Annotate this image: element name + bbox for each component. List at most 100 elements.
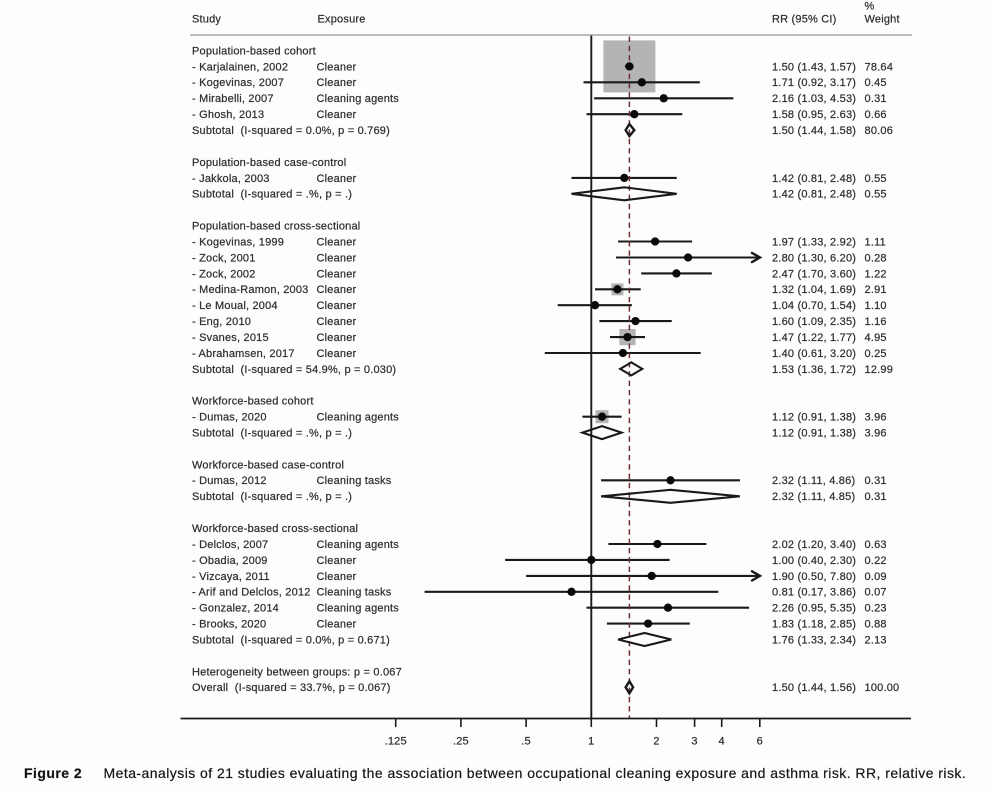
svg-text:1.83 (1.18, 2.85): 1.83 (1.18, 2.85) xyxy=(772,619,856,631)
svg-text:1.97 (1.33, 2.92): 1.97 (1.33, 2.92) xyxy=(772,236,856,248)
svg-text:0.28: 0.28 xyxy=(865,252,887,264)
svg-text:1.12 (0.91, 1.38): 1.12 (0.91, 1.38) xyxy=(772,428,856,440)
svg-text:Subtotal (I-squared = 0.0%, p: Subtotal (I-squared = 0.0%, p = 0.671) xyxy=(192,634,390,646)
svg-text:100.00: 100.00 xyxy=(865,682,900,694)
svg-text:0.31: 0.31 xyxy=(865,93,887,105)
svg-text:2.47 (1.70, 3.60): 2.47 (1.70, 3.60) xyxy=(772,268,856,280)
svg-text:Cleaning tasks: Cleaning tasks xyxy=(317,587,392,599)
svg-text:- Le Moual, 2004: - Le Moual, 2004 xyxy=(192,300,278,312)
svg-text:Overall (I-squared = 33.7%, p: Overall (I-squared = 33.7%, p = 0.067) xyxy=(192,682,391,694)
svg-text:Subtotal (I-squared = .%, p =: Subtotal (I-squared = .%, p = .) xyxy=(192,428,352,440)
svg-text:1.50 (1.44, 1.56): 1.50 (1.44, 1.56) xyxy=(772,682,856,694)
svg-text:1.10: 1.10 xyxy=(865,300,887,312)
svg-text:0.55: 0.55 xyxy=(865,173,887,185)
svg-text:0.25: 0.25 xyxy=(865,348,887,360)
svg-text:4.95: 4.95 xyxy=(865,332,887,344)
svg-text:- Kogevinas, 1999: - Kogevinas, 1999 xyxy=(192,236,284,248)
svg-text:4: 4 xyxy=(719,736,725,748)
svg-text:Cleaner: Cleaner xyxy=(317,571,357,583)
svg-text:2.80 (1.30, 6.20): 2.80 (1.30, 6.20) xyxy=(772,252,856,264)
svg-text:Cleaner: Cleaner xyxy=(317,268,357,280)
svg-text:2.32 (1.11, 4.86): 2.32 (1.11, 4.86) xyxy=(772,475,855,487)
svg-text:6: 6 xyxy=(757,736,763,748)
svg-text:0.22: 0.22 xyxy=(865,555,887,567)
svg-text:- Abrahamsen, 2017: - Abrahamsen, 2017 xyxy=(192,348,295,360)
svg-text:Subtotal (I-squared = .%, p =: Subtotal (I-squared = .%, p = .) xyxy=(192,189,352,201)
svg-text:- Brooks, 2020: - Brooks, 2020 xyxy=(192,619,266,631)
svg-text:1.60 (1.09, 2.35): 1.60 (1.09, 2.35) xyxy=(772,316,856,328)
svg-text:1.40 (0.61, 3.20): 1.40 (0.61, 3.20) xyxy=(772,348,856,360)
svg-text:- Arif and Delclos, 2012: - Arif and Delclos, 2012 xyxy=(192,587,311,599)
svg-text:1.42 (0.81, 2.48): 1.42 (0.81, 2.48) xyxy=(772,173,856,185)
svg-text:1.00 (0.40, 2.30): 1.00 (0.40, 2.30) xyxy=(772,555,856,567)
svg-text:Cleaner: Cleaner xyxy=(317,77,357,89)
svg-text:1.90 (0.50, 7.80): 1.90 (0.50, 7.80) xyxy=(772,571,856,583)
svg-text:78.64: 78.64 xyxy=(865,61,894,73)
svg-text:.25: .25 xyxy=(453,736,469,748)
svg-text:0.31: 0.31 xyxy=(865,491,887,503)
svg-text:Cleaner: Cleaner xyxy=(317,173,357,185)
svg-text:0.09: 0.09 xyxy=(865,571,887,583)
svg-text:1.53 (1.36, 1.72): 1.53 (1.36, 1.72) xyxy=(772,364,856,376)
svg-text:2.32 (1.11, 4.85): 2.32 (1.11, 4.85) xyxy=(772,491,855,503)
svg-text:- Kogevinas, 2007: - Kogevinas, 2007 xyxy=(192,77,284,89)
svg-text:12.99: 12.99 xyxy=(865,364,894,376)
svg-text:Subtotal (I-squared = 0.0%, p: Subtotal (I-squared = 0.0%, p = 0.769) xyxy=(192,125,390,137)
svg-text:3: 3 xyxy=(691,736,697,748)
svg-text:1.47 (1.22, 1.77): 1.47 (1.22, 1.77) xyxy=(772,332,856,344)
svg-text:Cleaner: Cleaner xyxy=(317,332,357,344)
svg-text:1.71 (0.92, 3.17): 1.71 (0.92, 3.17) xyxy=(772,77,856,89)
svg-text:2.13: 2.13 xyxy=(865,634,887,646)
svg-text:Population-based case-control: Population-based case-control xyxy=(192,157,346,169)
svg-text:Cleaner: Cleaner xyxy=(317,284,357,296)
svg-text:Subtotal (I-squared = .%, p =: Subtotal (I-squared = .%, p = .) xyxy=(192,491,352,503)
svg-text:1.16: 1.16 xyxy=(865,316,887,328)
svg-text:2.26 (0.95, 5.35): 2.26 (0.95, 5.35) xyxy=(772,603,856,615)
svg-text:- Zock, 2002: - Zock, 2002 xyxy=(192,268,256,280)
svg-text:Workforce-based cross-sectiona: Workforce-based cross-sectional xyxy=(192,523,358,535)
svg-text:Heterogeneity between groups:: Heterogeneity between groups: p = 0.067 xyxy=(192,666,402,678)
svg-text:Cleaner: Cleaner xyxy=(317,348,357,360)
svg-text:- Eng, 2010: - Eng, 2010 xyxy=(192,316,251,328)
svg-text:1.04 (0.70, 1.54): 1.04 (0.70, 1.54) xyxy=(772,300,856,312)
svg-text:Cleaner: Cleaner xyxy=(317,109,357,121)
svg-text:1.50 (1.43, 1.57): 1.50 (1.43, 1.57) xyxy=(772,61,856,73)
svg-text:- Vizcaya, 2011: - Vizcaya, 2011 xyxy=(192,571,270,583)
svg-text:2.91: 2.91 xyxy=(865,284,887,296)
svg-text:Cleaning agents: Cleaning agents xyxy=(317,412,400,424)
svg-text:80.06: 80.06 xyxy=(865,125,894,137)
svg-text:1.32 (1.04, 1.69): 1.32 (1.04, 1.69) xyxy=(772,284,856,296)
svg-text:1.76 (1.33, 2.34): 1.76 (1.33, 2.34) xyxy=(772,634,856,646)
svg-text:- Mirabelli, 2007: - Mirabelli, 2007 xyxy=(192,93,274,105)
svg-text:0.66: 0.66 xyxy=(865,109,887,121)
svg-text:0.63: 0.63 xyxy=(865,539,887,551)
svg-text:Cleaning tasks: Cleaning tasks xyxy=(317,475,392,487)
svg-text:1.12 (0.91, 1.38): 1.12 (0.91, 1.38) xyxy=(772,412,856,424)
svg-text:Exposure: Exposure xyxy=(318,13,366,25)
svg-text:1.42 (0.81, 2.48): 1.42 (0.81, 2.48) xyxy=(772,189,856,201)
svg-text:Cleaner: Cleaner xyxy=(317,300,357,312)
svg-text:2: 2 xyxy=(653,736,659,748)
svg-text:- Delclos, 2007: - Delclos, 2007 xyxy=(192,539,268,551)
svg-text:- Obadia, 2009: - Obadia, 2009 xyxy=(192,555,268,567)
svg-text:1: 1 xyxy=(588,736,594,748)
svg-text:Workforce-based case-control: Workforce-based case-control xyxy=(192,459,344,471)
svg-text:1.22: 1.22 xyxy=(865,268,887,280)
svg-text:Cleaner: Cleaner xyxy=(317,252,357,264)
svg-text:Cleaning agents: Cleaning agents xyxy=(317,93,400,105)
svg-text:Subtotal (I-squared = 54.9%,: Subtotal (I-squared = 54.9%, p = 0.030) xyxy=(192,364,396,376)
svg-text:Cleaner: Cleaner xyxy=(317,316,357,328)
svg-text:Cleaner: Cleaner xyxy=(317,555,357,567)
svg-text:0.31: 0.31 xyxy=(865,475,887,487)
svg-text:3.96: 3.96 xyxy=(865,412,887,424)
svg-text:- Karjalainen, 2002: - Karjalainen, 2002 xyxy=(192,61,288,73)
svg-text:0.45: 0.45 xyxy=(865,77,887,89)
svg-text:0.55: 0.55 xyxy=(865,189,887,201)
svg-text:- Gonzalez, 2014: - Gonzalez, 2014 xyxy=(192,603,279,615)
svg-text:- Ghosh, 2013: - Ghosh, 2013 xyxy=(192,109,264,121)
svg-text:1.50 (1.44, 1.58): 1.50 (1.44, 1.58) xyxy=(772,125,856,137)
svg-text:0.88: 0.88 xyxy=(865,619,887,631)
svg-text:Cleaning agents: Cleaning agents xyxy=(317,603,400,615)
svg-text:Cleaner: Cleaner xyxy=(317,619,357,631)
